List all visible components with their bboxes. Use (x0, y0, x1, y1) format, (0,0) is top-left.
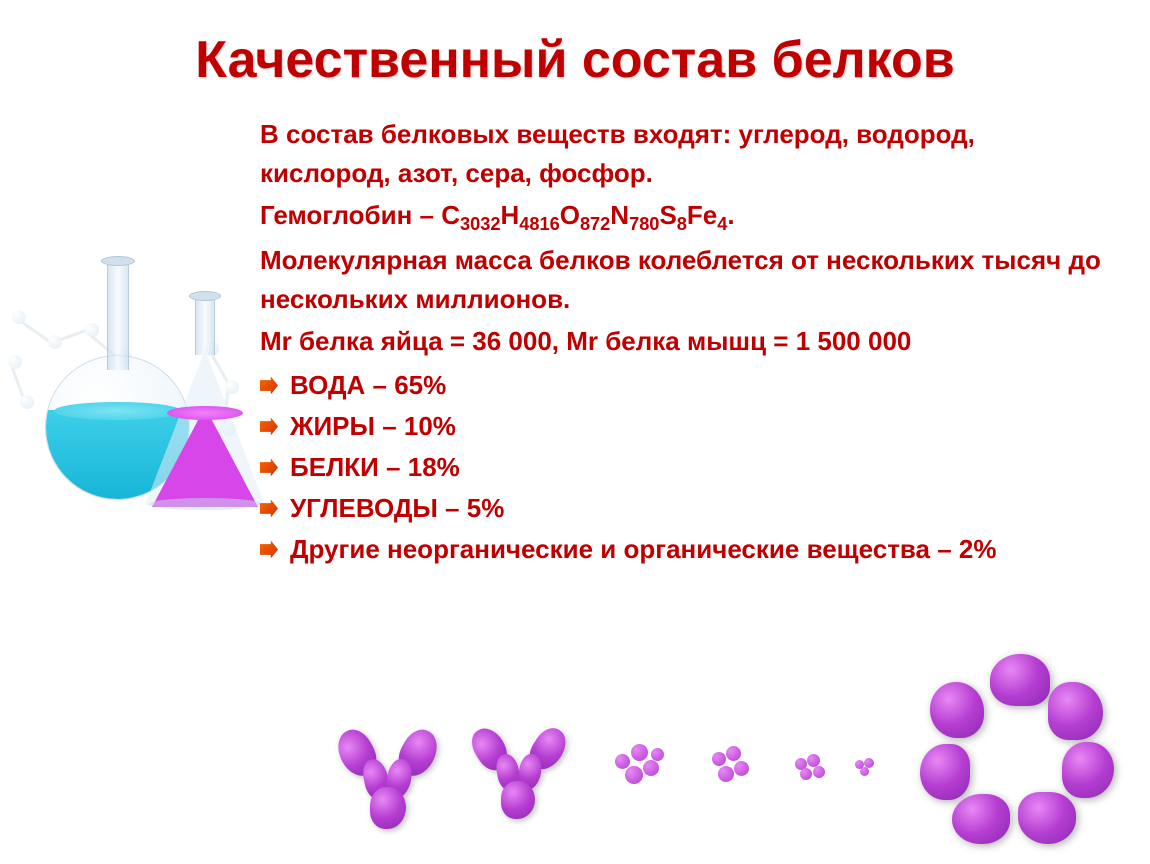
formula-text: H (500, 200, 519, 230)
formula-sub: 872 (580, 214, 610, 234)
paragraph-mass: Молекулярная масса белков колеблется от … (260, 241, 1110, 319)
bullet-carbs: УГЛЕВОДЫ – 5% (260, 489, 1110, 528)
formula-text: Fe (687, 200, 717, 230)
formula-text: N (610, 200, 629, 230)
formula-sub: 4 (717, 214, 727, 234)
formula-text: O (560, 200, 580, 230)
flask-illustration (15, 170, 255, 550)
protein-icon (475, 724, 563, 819)
formula-text: Гемоглобин – C (260, 200, 460, 230)
text-content: В состав белковых веществ входят: углеро… (260, 115, 1110, 569)
slide-container: Качественный состав белков (0, 0, 1150, 864)
bullet-water: ВОДА – 65% (260, 366, 1110, 405)
protein-dots-icon (855, 758, 877, 776)
composition-list: ВОДА – 65% ЖИРЫ – 10% БЕЛКИ – 18% УГЛЕВО… (260, 366, 1110, 569)
formula-sub: 3032 (460, 214, 500, 234)
bullet-proteins: БЕЛКИ – 18% (260, 448, 1110, 487)
formula-sub: 780 (629, 214, 659, 234)
bullet-fats: ЖИРЫ – 10% (260, 407, 1110, 446)
conical-flask-icon (145, 295, 265, 515)
protein-dots-icon (710, 746, 758, 786)
formula-sub: 4816 (519, 214, 559, 234)
paragraph-elements: В состав белковых веществ входят: углеро… (260, 115, 1110, 193)
large-protein-icon (920, 654, 1120, 849)
formula-text: . (727, 200, 734, 230)
formula-text: S (659, 200, 676, 230)
protein-icon (340, 724, 435, 829)
bullet-other: Другие неорганические и органические вещ… (260, 530, 1110, 569)
formula-sub: 8 (677, 214, 687, 234)
protein-dots-icon (615, 744, 670, 789)
paragraph-hemoglobin: Гемоглобин – C3032H4816O872N780S8Fe4. (260, 196, 1110, 238)
protein-dots-icon (795, 754, 829, 782)
slide-title: Качественный состав белков (40, 30, 1110, 90)
paragraph-mr: Mr белка яйца = 36 000, Mr белка мышц = … (260, 322, 1110, 361)
